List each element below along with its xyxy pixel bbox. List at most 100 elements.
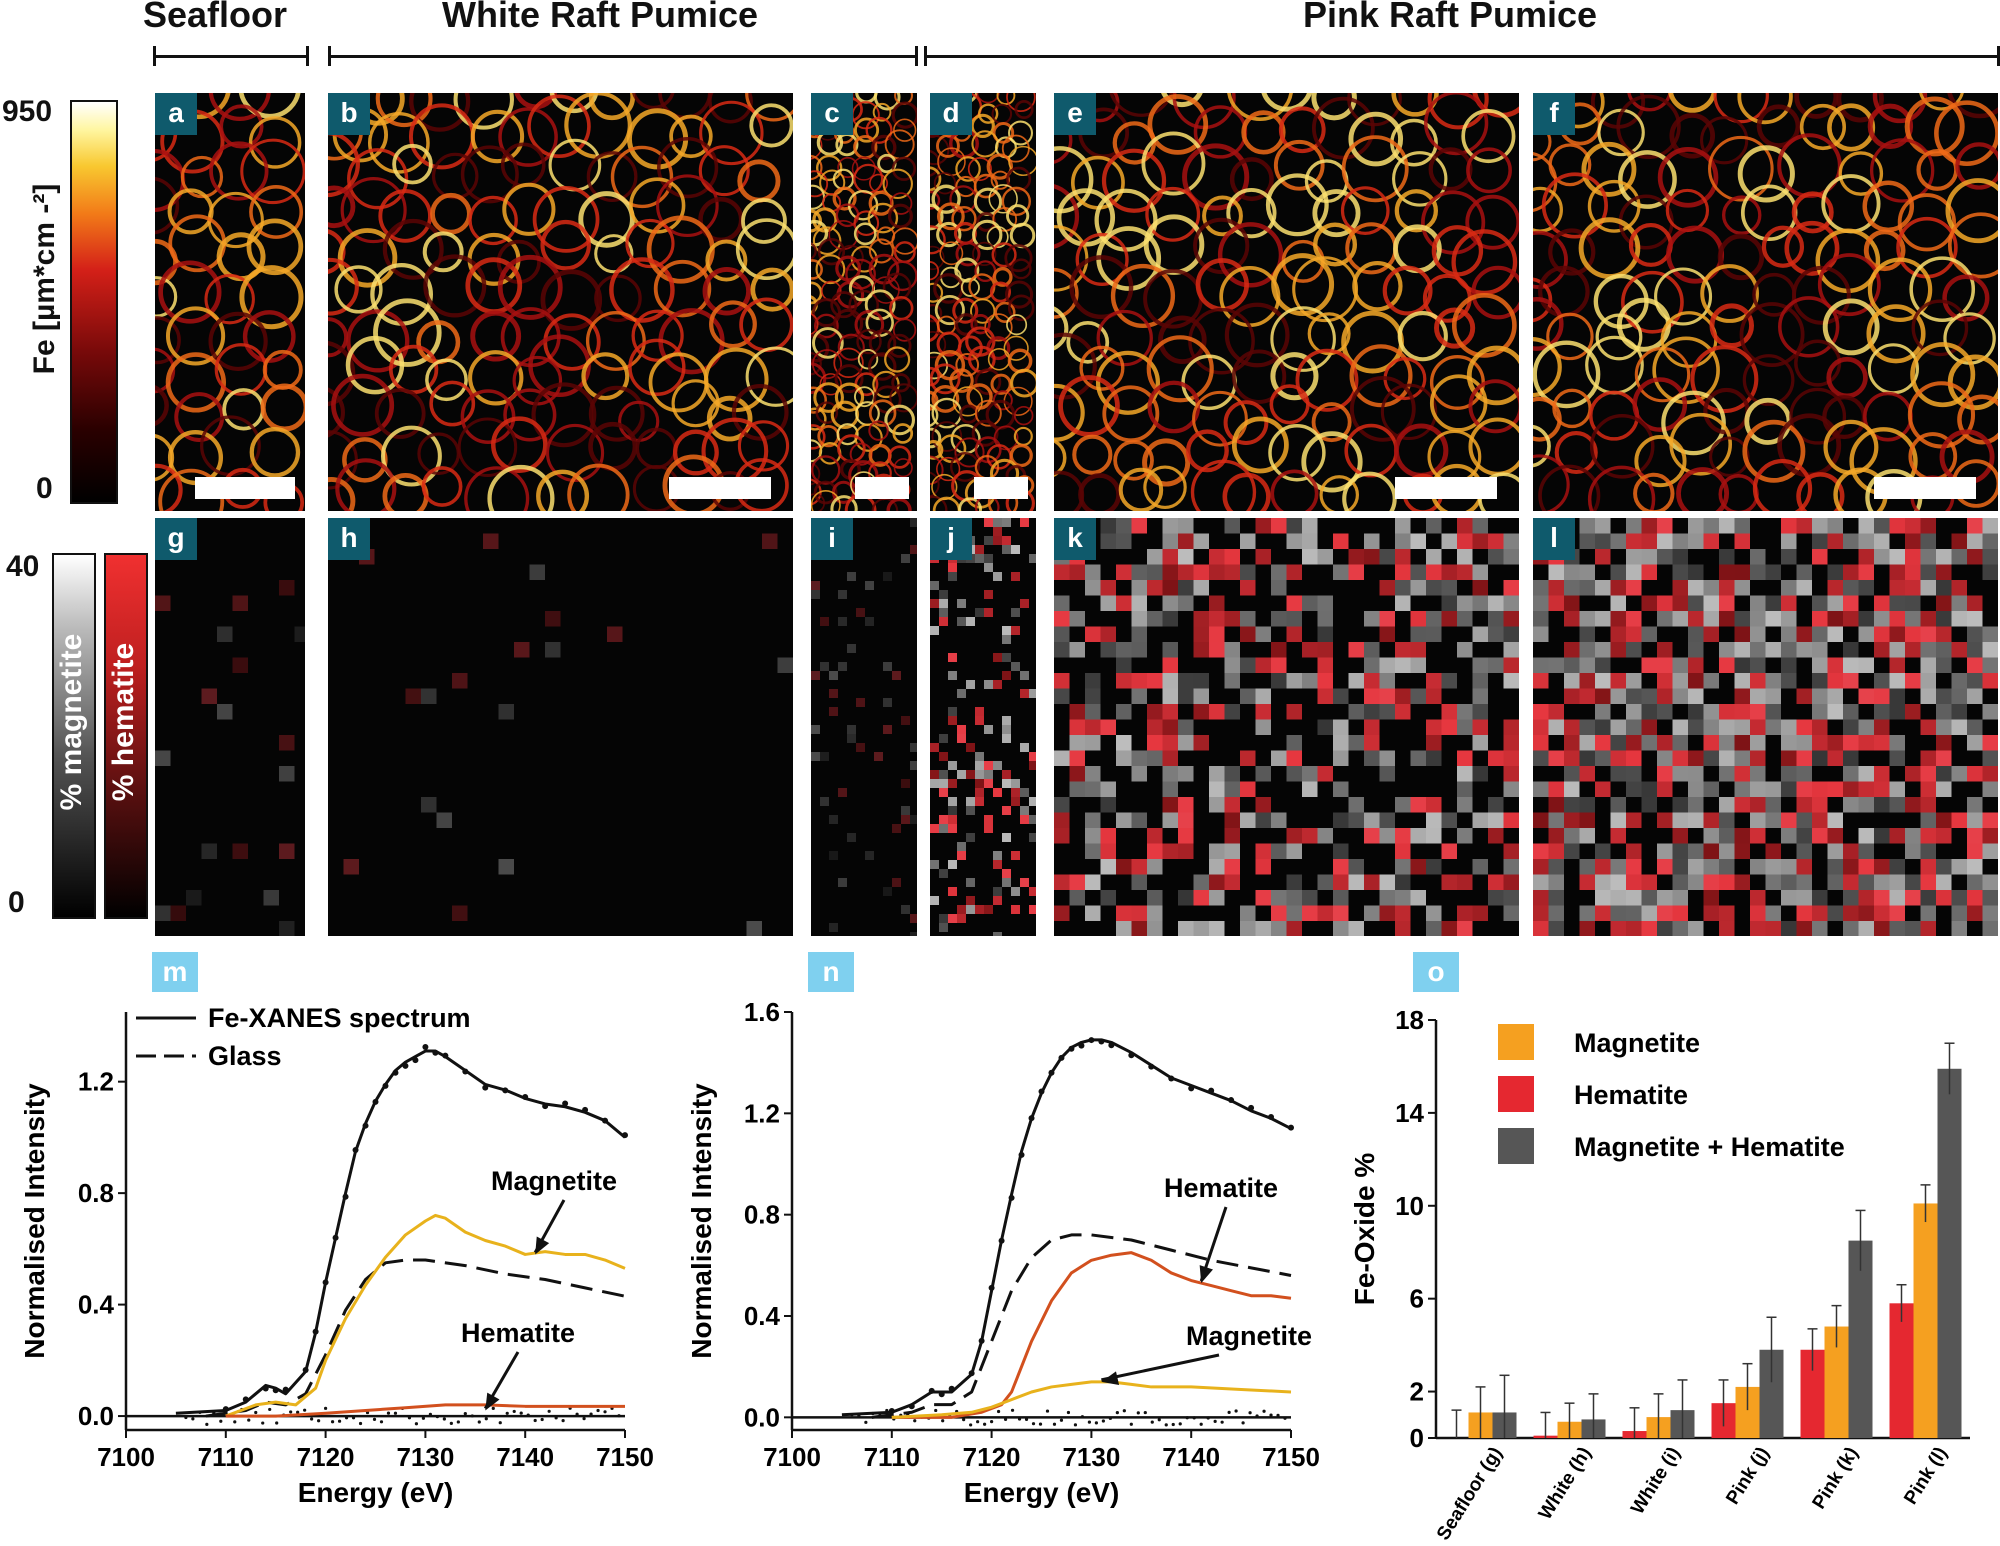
fe-texture-cell bbox=[815, 401, 839, 424]
oxide-texture-pixel bbox=[1610, 626, 1626, 642]
oxide-map-l-image bbox=[1533, 518, 1998, 936]
oxide-texture-pixel bbox=[1286, 828, 1302, 844]
residual-point bbox=[1003, 1417, 1008, 1422]
fe-texture-cell bbox=[1312, 189, 1361, 238]
oxide-texture-pixel bbox=[1162, 781, 1178, 797]
oxide-texture-pixel bbox=[993, 572, 1002, 581]
residual-point bbox=[1136, 1411, 1140, 1415]
fe-texture-cell bbox=[1466, 345, 1519, 406]
oxide-texture-pixel bbox=[984, 725, 993, 734]
oxide-texture-pixel bbox=[984, 563, 993, 572]
oxide-texture-pixel bbox=[939, 869, 948, 878]
oxide-texture-pixel bbox=[1734, 657, 1750, 673]
oxide-texture-pixel bbox=[1657, 781, 1673, 797]
oxide-texture-pixel bbox=[1131, 611, 1147, 627]
oxide-texture-pixel bbox=[1874, 828, 1890, 844]
fe-texture-cell bbox=[891, 227, 917, 255]
oxide-texture-pixel bbox=[1410, 657, 1426, 673]
oxide-texture-pixel bbox=[1703, 518, 1719, 534]
fe-texture-cell bbox=[1668, 93, 1717, 113]
oxide-texture-pixel bbox=[838, 878, 847, 887]
oxide-texture-pixel bbox=[1595, 735, 1611, 751]
oxide-texture-pixel bbox=[1951, 533, 1967, 549]
y-tick-label: 1.2 bbox=[744, 1098, 780, 1128]
fe-texture-cell bbox=[865, 116, 893, 144]
fe-texture-cell bbox=[1791, 191, 1834, 234]
oxide-texture-pixel bbox=[1503, 719, 1519, 735]
oxide-texture-pixel bbox=[1781, 533, 1797, 549]
oxide-texture-pixel bbox=[1595, 611, 1611, 627]
oxide-texture-pixel bbox=[1781, 626, 1797, 642]
oxide-texture-pixel bbox=[1533, 719, 1549, 735]
oxide-texture-pixel bbox=[1889, 518, 1905, 534]
oxide-texture-pixel bbox=[545, 642, 561, 658]
fe-texture-cell bbox=[1907, 381, 1976, 449]
oxide-texture-pixel bbox=[1967, 719, 1983, 735]
data-point bbox=[1068, 1045, 1075, 1052]
oxide-texture-pixel bbox=[1626, 549, 1642, 565]
oxide-texture-pixel bbox=[1688, 611, 1704, 627]
oxide-texture-pixel bbox=[1688, 704, 1704, 720]
fe-texture-cell bbox=[1010, 368, 1036, 398]
data-point bbox=[272, 1387, 279, 1394]
oxide-texture-pixel bbox=[1472, 719, 1488, 735]
oxide-texture-pixel bbox=[1395, 843, 1411, 859]
y-tick-label: 14 bbox=[1395, 1098, 1424, 1128]
oxide-texture-pixel bbox=[1193, 921, 1209, 936]
residual-point bbox=[1150, 1420, 1154, 1424]
fe-texture-cell bbox=[155, 347, 176, 394]
oxide-texture-pixel bbox=[1548, 595, 1564, 611]
oxide-texture-pixel bbox=[1781, 595, 1797, 611]
oxide-texture-pixel bbox=[1333, 750, 1349, 766]
fe-texture-cell bbox=[1349, 344, 1413, 408]
oxide-texture-pixel bbox=[1610, 533, 1626, 549]
oxide-texture-pixel bbox=[1610, 564, 1626, 580]
oxide-texture-pixel bbox=[1843, 859, 1859, 875]
fe-texture-cell bbox=[1869, 138, 1935, 203]
oxide-texture-pixel bbox=[1982, 657, 1998, 673]
oxide-texture-pixel bbox=[1286, 921, 1302, 936]
fe-map-d-image bbox=[930, 93, 1036, 511]
fe-texture-cell bbox=[1054, 470, 1085, 511]
oxide-texture-pixel bbox=[1610, 673, 1626, 689]
residual-point bbox=[1080, 1415, 1085, 1419]
data-point bbox=[362, 1122, 369, 1129]
oxide-texture-pixel bbox=[1011, 608, 1020, 617]
oxide-texture-pixel bbox=[939, 608, 948, 617]
fe-texture-cell bbox=[588, 385, 645, 442]
oxide-texture-pixel bbox=[1936, 626, 1952, 642]
fe-texture-cell bbox=[1001, 186, 1031, 217]
oxide-texture-pixel bbox=[1688, 766, 1704, 782]
oxide-texture-pixel bbox=[984, 536, 993, 545]
oxide-texture-pixel bbox=[975, 788, 984, 797]
fe-texture-cell bbox=[1143, 465, 1187, 509]
oxide-texture-pixel bbox=[1703, 595, 1719, 611]
fe-texture-cell bbox=[328, 317, 349, 358]
oxide-texture-pixel bbox=[1734, 843, 1750, 859]
oxide-texture-pixel bbox=[1240, 921, 1256, 936]
data-point bbox=[442, 1052, 449, 1059]
oxide-texture-pixel bbox=[1224, 843, 1240, 859]
oxide-texture-pixel bbox=[1548, 657, 1564, 673]
oxide-texture-pixel bbox=[1069, 890, 1085, 906]
oxide-texture-pixel bbox=[1858, 564, 1874, 580]
oxide-texture-pixel bbox=[1002, 869, 1011, 878]
oxide-texture-pixel bbox=[1858, 533, 1874, 549]
oxide-texture-pixel bbox=[1162, 797, 1178, 813]
fe-texture-cell bbox=[872, 102, 892, 122]
oxide-texture-pixel bbox=[1472, 766, 1488, 782]
fe-texture-cell bbox=[609, 257, 675, 323]
fe-texture-cell bbox=[1142, 438, 1191, 487]
oxide-texture-pixel bbox=[1029, 689, 1036, 698]
oxide-texture-pixel bbox=[1719, 735, 1735, 751]
oxide-texture-pixel bbox=[1131, 750, 1147, 766]
data-point bbox=[1128, 1052, 1135, 1059]
fe-texture-cell bbox=[1538, 464, 1601, 511]
oxide-texture-pixel bbox=[1781, 642, 1797, 658]
oxide-texture-pixel bbox=[1719, 812, 1735, 828]
fe-texture-cell bbox=[930, 166, 942, 192]
oxide-texture-pixel bbox=[1951, 921, 1967, 936]
oxide-texture-pixel bbox=[1579, 688, 1595, 704]
oxide-texture-pixel bbox=[1379, 580, 1395, 596]
fe-texture-cell bbox=[1627, 93, 1672, 112]
